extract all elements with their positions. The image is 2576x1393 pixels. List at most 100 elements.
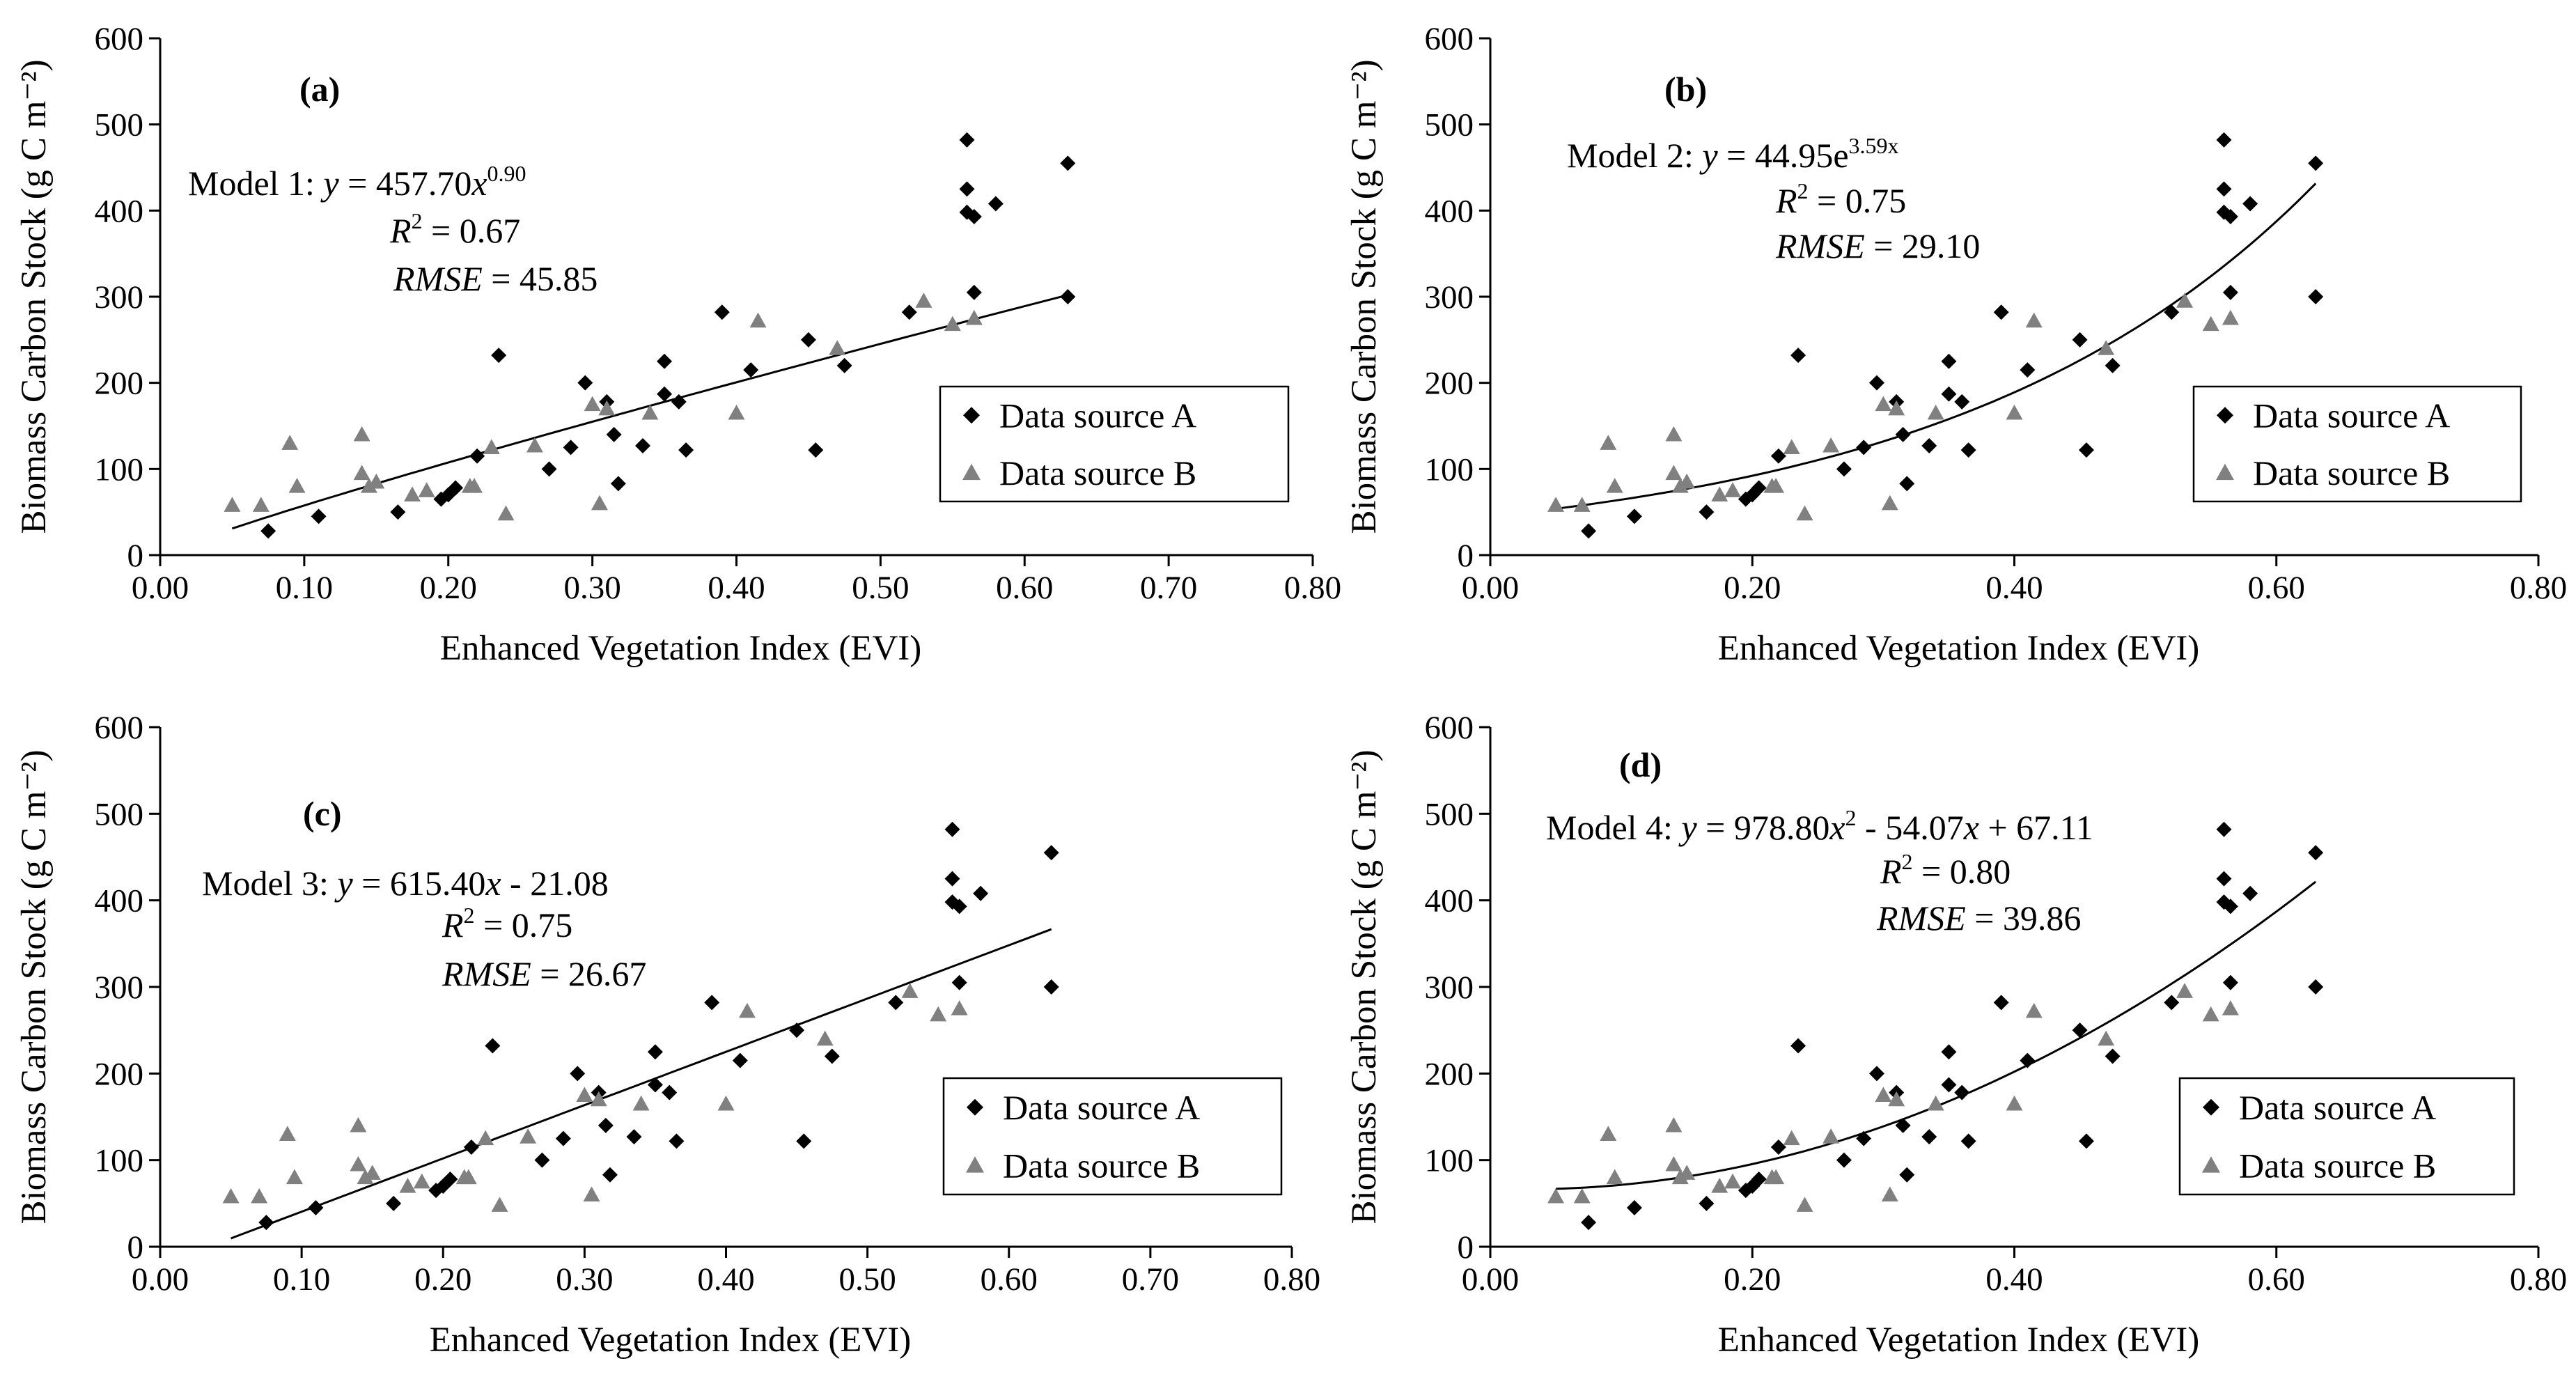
x-tick-label: 0.30 (564, 570, 621, 606)
data-point-source-a (1060, 155, 1076, 171)
x-tick-label: 0.20 (420, 570, 477, 606)
data-point-source-b (1927, 1095, 1944, 1111)
data-point-source-a (577, 375, 593, 391)
data-point-source-a (944, 821, 960, 837)
rmse: RMSE = 26.67 (442, 954, 646, 993)
fit-curve (231, 928, 1052, 1240)
data-point-source-a (732, 1052, 748, 1068)
data-point-source-a (1581, 523, 1597, 539)
data-point-source-b (1796, 505, 1813, 521)
data-point-source-a (1993, 995, 2009, 1011)
data-point-source-b (224, 497, 241, 512)
y-tick-label: 500 (1425, 796, 1474, 832)
data-point-source-b (399, 1177, 416, 1193)
data-point-source-a (1626, 508, 1642, 524)
legend-entry: Data source B (999, 453, 1196, 492)
data-point-source-a (1626, 1200, 1642, 1216)
x-tick-label: 0.10 (273, 1261, 330, 1298)
y-tick-label: 100 (1425, 451, 1474, 488)
x-axis-label: Enhanced Vegetation Index (EVI) (1718, 1321, 2200, 1360)
chart-panel-b: 0 100 200 300 400 500 600 0.00 0.20 0.40 0.60 0.80 E… (1345, 21, 2567, 668)
panel-label: (c) (303, 794, 342, 833)
data-point-source-b (222, 1188, 240, 1204)
data-point-source-b (1888, 1091, 1905, 1107)
y-tick-label: 200 (95, 366, 144, 402)
y-tick-label: 600 (1425, 710, 1474, 746)
data-point-source-a (1043, 845, 1059, 861)
rmse: RMSE = 29.10 (1775, 226, 1980, 265)
data-point-source-b (2202, 316, 2219, 332)
data-point-source-a (448, 480, 464, 496)
x-axis-label: Enhanced Vegetation Index (EVI) (1718, 629, 2200, 668)
data-point-source-b (1888, 400, 1905, 416)
data-point-source-b (526, 437, 543, 453)
data-point-source-a (598, 1117, 614, 1133)
data-point-source-b (413, 1173, 430, 1189)
data-point-source-b (1875, 396, 1892, 412)
data-point-source-b (350, 1116, 367, 1133)
data-point-source-b (357, 1169, 374, 1185)
data-point-source-a (626, 1129, 642, 1145)
data-point-source-a (1868, 1066, 1884, 1082)
model-equation: Model 2: y = 44.95e3.59x (1567, 133, 1899, 175)
y-tick-label: 500 (95, 796, 144, 832)
data-point-source-b (1573, 497, 1591, 512)
legend-entry: Data source B (2239, 1146, 2436, 1185)
data-point-source-a (743, 362, 759, 378)
data-point-source-b (1767, 478, 1785, 493)
data-point-source-b (965, 309, 983, 325)
data-point-source-a (2164, 995, 2180, 1011)
data-point-source-a (901, 304, 917, 320)
data-point-source-a (390, 504, 406, 520)
data-point-source-a (2308, 155, 2324, 171)
legend-box (942, 1077, 1283, 1196)
data-point-source-a (2242, 885, 2258, 901)
data-point-source-a (1868, 375, 1884, 391)
data-point-source-b (2222, 309, 2239, 325)
data-point-source-a (888, 995, 904, 1011)
y-tick-label: 400 (95, 193, 144, 229)
data-point-source-a (2105, 357, 2121, 373)
y-tick-label: 600 (95, 21, 144, 57)
data-point-source-b (350, 1155, 367, 1172)
rmse: RMSE = 39.86 (1876, 898, 2081, 937)
data-point-source-a (2072, 1022, 2088, 1038)
data-point-source-b (2176, 983, 2194, 998)
data-point-source-a (966, 284, 982, 300)
model-equation: Model 3: y = 615.40x - 21.08 (202, 864, 609, 903)
y-tick-label: 0 (1458, 1229, 1474, 1266)
data-point-source-a (678, 442, 694, 458)
data-point-source-b (491, 1197, 508, 1212)
data-point-source-a (570, 1066, 586, 1082)
x-axis-label: Enhanced Vegetation Index (EVI) (430, 1321, 912, 1360)
data-point-source-b (1547, 1188, 1565, 1204)
panel-label: (a) (299, 70, 340, 109)
data-point-source-b (1665, 426, 1683, 442)
data-point-source-a (555, 1130, 571, 1146)
data-point-source-a (1699, 504, 1715, 520)
data-point-source-a (836, 357, 852, 373)
y-tick-label: 500 (1425, 107, 1474, 143)
panel-label: (d) (1619, 745, 1662, 784)
data-point-source-a (606, 426, 622, 442)
data-point-source-b (404, 486, 421, 502)
legend-box (2178, 1077, 2515, 1196)
data-point-source-a (671, 394, 687, 410)
data-point-source-a (2216, 821, 2232, 837)
data-point-source-b (1665, 1116, 1683, 1133)
y-tick-label: 0 (127, 1229, 144, 1266)
legend-entry: Data source A (2239, 1088, 2436, 1127)
data-point-source-b (353, 426, 370, 442)
data-point-source-a (1790, 1038, 1806, 1054)
data-point-source-a (796, 1133, 812, 1149)
data-point-source-b (598, 400, 616, 416)
legend-triangle-icon (966, 1156, 984, 1173)
data-point-source-b (353, 465, 370, 481)
data-point-source-b (2006, 1095, 2023, 1111)
y-axis-label: Biomass Carbon Stock (g C m⁻²) (15, 749, 54, 1224)
data-point-source-b (1724, 482, 1742, 497)
data-point-source-b (2202, 1006, 2219, 1022)
data-point-source-b (591, 495, 608, 511)
data-point-source-b (2098, 340, 2115, 355)
data-point-source-a (610, 476, 626, 492)
